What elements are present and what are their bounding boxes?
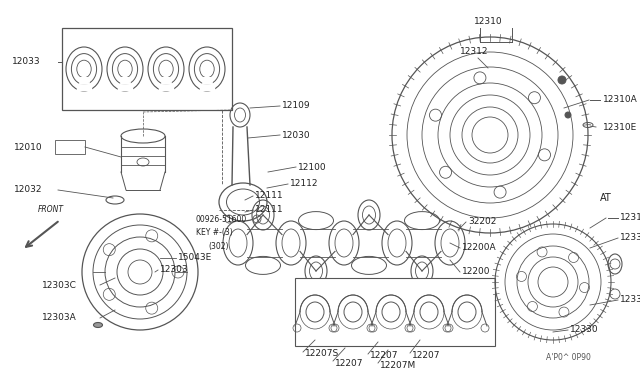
Text: 12032: 12032 <box>14 186 42 195</box>
Text: FRONT: FRONT <box>38 205 64 215</box>
Text: 12112: 12112 <box>290 180 319 189</box>
Text: 12310A: 12310A <box>603 96 637 105</box>
Text: 12111: 12111 <box>255 192 284 201</box>
Circle shape <box>565 112 571 118</box>
Text: 12310E: 12310E <box>603 122 637 131</box>
Text: 12207: 12207 <box>412 350 440 359</box>
Text: 12200A: 12200A <box>462 244 497 253</box>
Bar <box>295 278 495 346</box>
Text: 12207: 12207 <box>370 352 399 360</box>
Text: 12333: 12333 <box>620 234 640 243</box>
Text: 12310A: 12310A <box>620 214 640 222</box>
Text: (302): (302) <box>208 241 228 250</box>
Text: 00926-51600: 00926-51600 <box>196 215 247 224</box>
Bar <box>62 28 232 110</box>
Text: 12109: 12109 <box>282 102 310 110</box>
Text: 12111: 12111 <box>255 205 284 215</box>
Text: AT: AT <box>600 193 612 203</box>
Text: 12303A: 12303A <box>42 314 77 323</box>
Text: 12010: 12010 <box>14 142 43 151</box>
Text: A'P0^ 0P90: A'P0^ 0P90 <box>546 353 591 362</box>
Text: 12303: 12303 <box>160 266 189 275</box>
Text: 15043E: 15043E <box>178 253 212 263</box>
Text: 12303C: 12303C <box>42 280 77 289</box>
Text: 12207: 12207 <box>335 359 364 368</box>
Text: 12207M: 12207M <box>380 360 416 369</box>
Bar <box>55 140 85 154</box>
Text: 12331: 12331 <box>620 295 640 305</box>
Text: 12030: 12030 <box>282 131 310 140</box>
Text: 12310: 12310 <box>474 17 502 26</box>
Ellipse shape <box>93 323 102 327</box>
Text: KEY #-(3): KEY #-(3) <box>196 228 233 237</box>
Text: 12033: 12033 <box>12 58 40 67</box>
Circle shape <box>558 76 566 84</box>
Text: 12200: 12200 <box>462 267 490 276</box>
Text: 12312: 12312 <box>460 48 488 57</box>
Text: 12207S: 12207S <box>305 350 339 359</box>
Text: 12330: 12330 <box>570 326 598 334</box>
Text: 12100: 12100 <box>298 163 326 171</box>
Text: 32202: 32202 <box>468 218 497 227</box>
